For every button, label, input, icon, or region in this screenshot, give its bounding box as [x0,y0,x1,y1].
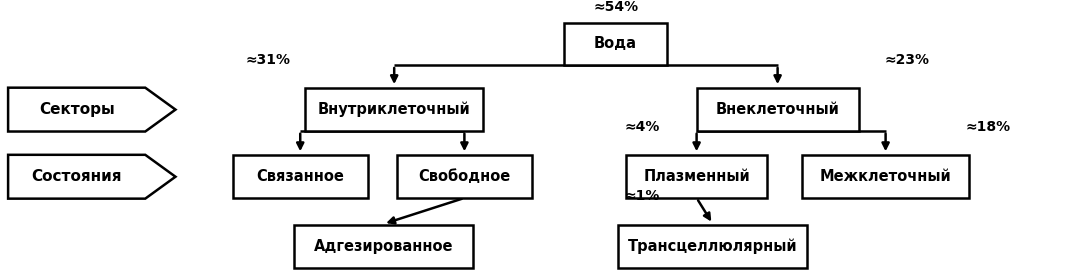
FancyBboxPatch shape [626,156,767,198]
Text: Внеклеточный: Внеклеточный [716,102,839,117]
Text: Внутриклеточный: Внутриклеточный [318,102,471,117]
FancyBboxPatch shape [305,88,484,131]
FancyBboxPatch shape [233,156,367,198]
FancyBboxPatch shape [397,156,531,198]
Text: Плазменный: Плазменный [644,169,750,184]
Text: Вода: Вода [594,36,637,51]
FancyBboxPatch shape [618,225,808,268]
Text: ≈31%: ≈31% [245,53,291,67]
Polygon shape [9,155,175,199]
Text: Секторы: Секторы [39,102,114,117]
FancyBboxPatch shape [697,88,859,131]
Text: ≈23%: ≈23% [885,53,930,67]
Text: Адгезированное: Адгезированное [313,239,454,254]
Text: ≈1%: ≈1% [625,189,660,203]
Text: Межклеточный: Межклеточный [820,169,951,184]
Text: ≈54%: ≈54% [593,0,638,14]
Text: Трансцеллюлярный: Трансцеллюлярный [627,239,798,254]
FancyBboxPatch shape [564,23,667,65]
Text: ≈4%: ≈4% [625,120,660,135]
Text: Свободное: Свободное [418,169,511,184]
Text: ≈18%: ≈18% [966,120,1011,135]
Text: Связанное: Связанное [256,169,345,184]
FancyBboxPatch shape [801,156,970,198]
Polygon shape [9,88,175,132]
Text: Состояния: Состояния [31,169,122,184]
FancyBboxPatch shape [294,225,473,268]
